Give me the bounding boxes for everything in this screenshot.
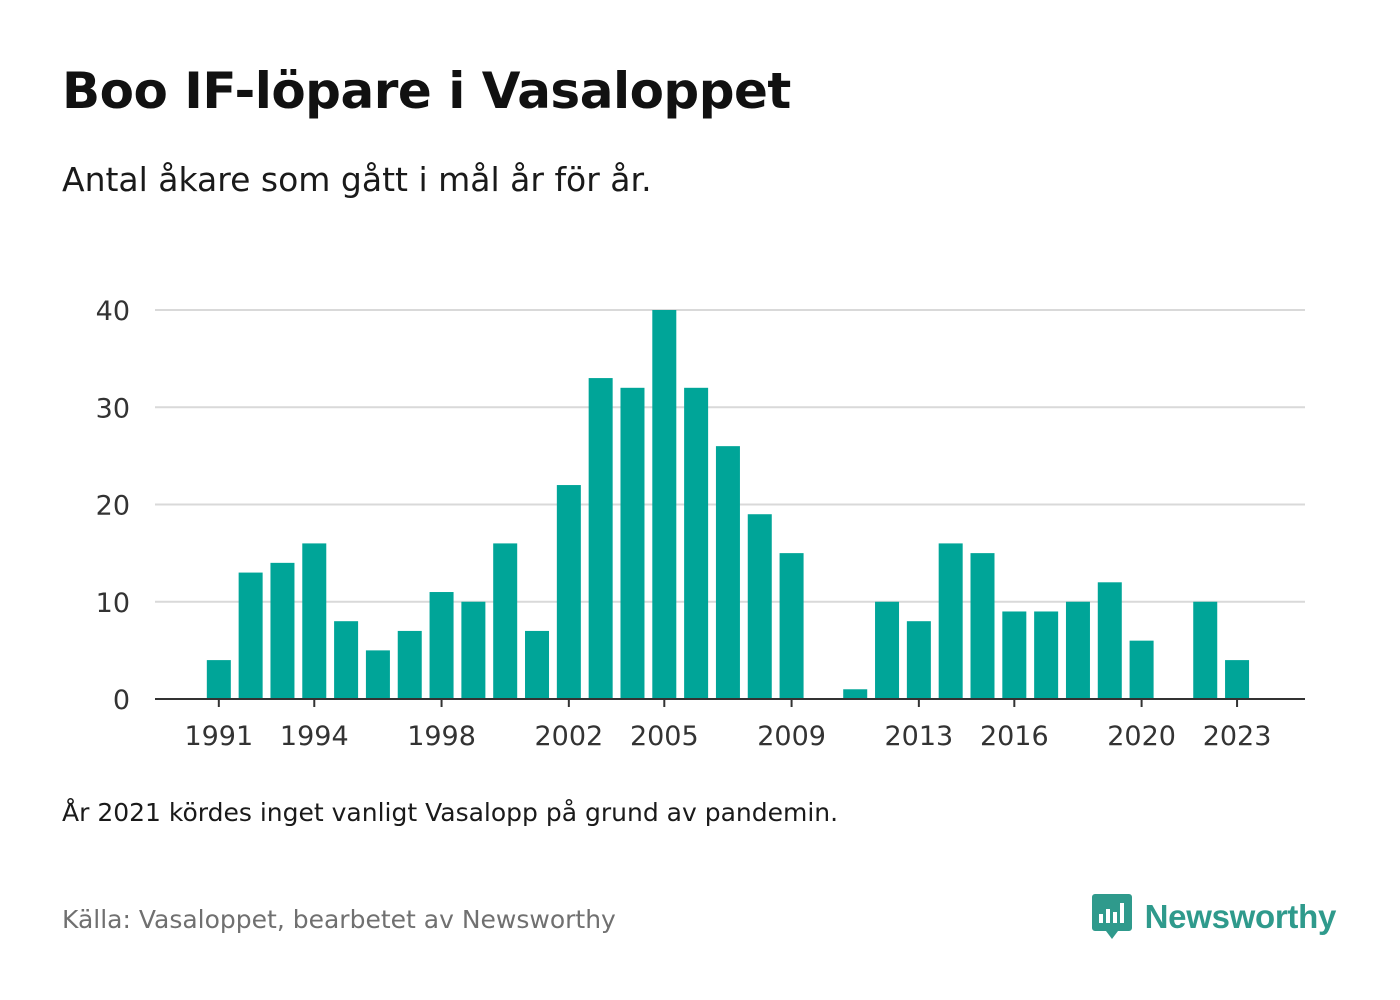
bar-2018 bbox=[1065, 601, 1090, 699]
bar-1998 bbox=[429, 592, 454, 699]
x-tick-label: 1998 bbox=[407, 721, 476, 752]
bars bbox=[206, 310, 1250, 699]
bar-2001 bbox=[525, 630, 550, 699]
bar-2016 bbox=[1002, 611, 1027, 699]
bar-1999 bbox=[461, 601, 486, 699]
x-tick-label: 2002 bbox=[534, 721, 603, 752]
x-tick-label: 2020 bbox=[1107, 721, 1176, 752]
bar-2008 bbox=[747, 514, 772, 699]
bar-2014 bbox=[938, 543, 963, 699]
bar-2019 bbox=[1097, 582, 1122, 699]
bar-2023 bbox=[1225, 660, 1250, 699]
bar-1996 bbox=[365, 650, 390, 699]
bar-2002 bbox=[556, 485, 581, 699]
axes: 0 10 20 30 40 1991 1994 1998 2002 2005 2009 2013 201… bbox=[96, 296, 1305, 752]
x-tick-label: 1991 bbox=[184, 721, 253, 752]
bar-2009 bbox=[779, 553, 804, 699]
x-tick-label: 2005 bbox=[630, 721, 699, 752]
bar-2013 bbox=[906, 621, 931, 699]
y-tick-label: 30 bbox=[96, 393, 130, 424]
chart-title: Boo IF-löpare i Vasaloppet bbox=[62, 62, 791, 120]
bar-1995 bbox=[334, 621, 359, 699]
bar-2022 bbox=[1193, 601, 1218, 699]
bar-2004 bbox=[620, 387, 645, 699]
bar-2007 bbox=[715, 446, 740, 699]
y-tick-label: 10 bbox=[96, 588, 130, 619]
bar-2003 bbox=[588, 378, 613, 699]
x-tick-label: 2009 bbox=[757, 721, 826, 752]
bar-1994 bbox=[302, 543, 327, 699]
bar-1992 bbox=[238, 572, 263, 699]
bar-2006 bbox=[684, 387, 709, 699]
x-tick-label: 2013 bbox=[885, 721, 954, 752]
y-tick-label: 20 bbox=[96, 491, 130, 522]
x-tick-label: 2016 bbox=[980, 721, 1049, 752]
newsworthy-chart-icon bbox=[1091, 894, 1132, 939]
bar-2011 bbox=[843, 689, 868, 699]
bar-2020 bbox=[1129, 640, 1154, 699]
brand-name: Newsworthy bbox=[1144, 898, 1337, 935]
chart-subtitle: Antal åkare som gått i mål år för år. bbox=[62, 160, 652, 199]
bar-1991 bbox=[206, 660, 231, 699]
x-tick-label: 1994 bbox=[280, 721, 349, 752]
chart-note: År 2021 kördes inget vanligt Vasalopp på… bbox=[62, 798, 839, 827]
bar-2017 bbox=[1034, 611, 1059, 699]
x-tick-label: 2023 bbox=[1203, 721, 1272, 752]
bar-1997 bbox=[397, 630, 422, 699]
bar-2000 bbox=[493, 543, 518, 699]
y-tick-label: 40 bbox=[96, 296, 130, 327]
source-credit: Källa: Vasaloppet, bearbetet av Newswort… bbox=[62, 905, 616, 934]
bar-2012 bbox=[875, 601, 900, 699]
bar-2005 bbox=[652, 310, 677, 699]
bar-chart: 0 10 20 30 40 1991 1994 1998 2002 2005 2009 2013 201… bbox=[96, 296, 1305, 752]
bar-1993 bbox=[270, 562, 295, 699]
newsworthy-logo: Newsworthy bbox=[1091, 892, 1336, 942]
bar-2015 bbox=[970, 553, 995, 699]
y-tick-label: 0 bbox=[113, 685, 130, 716]
